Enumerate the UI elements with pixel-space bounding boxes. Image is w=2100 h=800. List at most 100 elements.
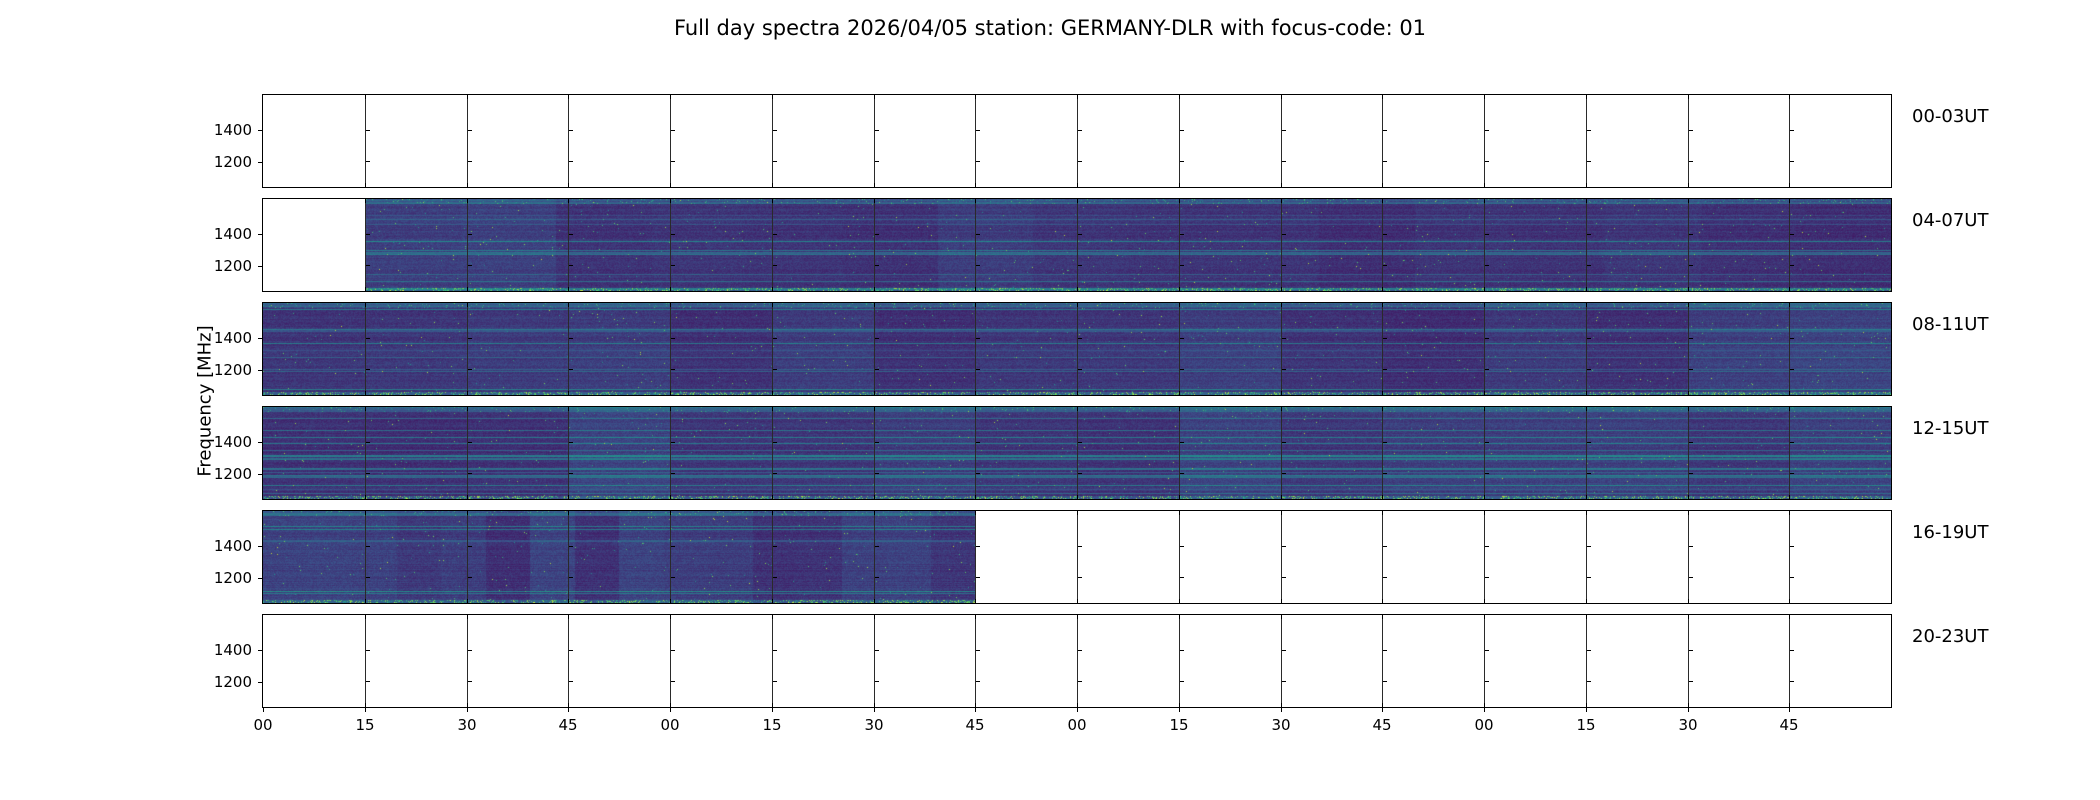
- segment-gridline: [365, 95, 366, 187]
- y-tick-mark: [258, 650, 262, 651]
- segment-gridline: [1688, 303, 1689, 395]
- y-tick-mark-inner: [1587, 473, 1591, 474]
- y-tick-mark-inner: [468, 546, 472, 547]
- y-tick-mark-inner: [468, 130, 472, 131]
- spectra-panel: [262, 302, 1892, 396]
- x-tick-mark-inner: [1586, 303, 1587, 307]
- x-tick-mark-inner: [1077, 703, 1078, 707]
- y-tick-mark-inner: [976, 161, 980, 162]
- segment-gridline: [1789, 303, 1790, 395]
- x-tick-mark-inner: [1688, 95, 1689, 99]
- y-tick-mark-inner: [569, 681, 573, 682]
- segment-gridline: [1484, 95, 1485, 187]
- x-tick-label: 00: [253, 716, 273, 734]
- x-tick-mark-inner: [1789, 703, 1790, 707]
- y-tick-mark-inner: [1282, 369, 1286, 370]
- y-tick-mark-inner: [1485, 546, 1489, 547]
- x-tick-mark: [1077, 708, 1078, 712]
- x-tick-label: 00: [1067, 716, 1087, 734]
- x-tick-mark-inner: [568, 391, 569, 395]
- x-tick-label: 15: [1576, 716, 1596, 734]
- x-tick-mark-inner: [1688, 495, 1689, 499]
- x-tick-mark-inner: [772, 391, 773, 395]
- y-tick-mark-inner: [366, 265, 370, 266]
- x-tick-mark-inner: [670, 511, 671, 515]
- segment-gridline: [365, 511, 366, 603]
- y-tick-mark-inner: [569, 442, 573, 443]
- x-tick-mark-inner: [1382, 199, 1383, 203]
- x-tick-mark-inner: [365, 495, 366, 499]
- y-tick-mark-inner: [569, 265, 573, 266]
- y-tick-mark-inner: [773, 161, 777, 162]
- y-tick-mark-inner: [773, 234, 777, 235]
- y-tick-mark-inner: [976, 130, 980, 131]
- x-tick-mark-inner: [874, 303, 875, 307]
- segment-gridline: [467, 303, 468, 395]
- x-tick-mark-inner: [670, 703, 671, 707]
- y-tick-mark-inner: [1078, 650, 1082, 651]
- x-tick-mark-inner: [1586, 511, 1587, 515]
- y-tick-mark-inner: [366, 369, 370, 370]
- y-tick-mark-inner: [976, 369, 980, 370]
- y-tick-mark-inner: [1180, 473, 1184, 474]
- segment-gridline: [874, 407, 875, 499]
- y-tick-mark-inner: [468, 650, 472, 651]
- y-tick-mark-inner: [671, 130, 675, 131]
- x-tick-mark-inner: [365, 703, 366, 707]
- segment-gridline: [1688, 199, 1689, 291]
- y-tick-mark-inner: [875, 650, 879, 651]
- x-tick-mark-inner: [1789, 615, 1790, 619]
- x-tick-mark-inner: [467, 495, 468, 499]
- y-tick-mark-inner: [1180, 546, 1184, 547]
- y-tick-mark-inner: [1383, 265, 1387, 266]
- segment-gridline: [1382, 615, 1383, 707]
- y-tick-mark-inner: [875, 577, 879, 578]
- spectra-panel: [262, 406, 1892, 500]
- x-tick-mark: [263, 708, 264, 712]
- x-tick-mark-inner: [365, 615, 366, 619]
- x-tick-mark-inner: [568, 495, 569, 499]
- segment-gridline: [1077, 511, 1078, 603]
- y-tick-mark-inner: [773, 369, 777, 370]
- y-tick-mark-inner: [976, 650, 980, 651]
- segment-gridline: [1484, 615, 1485, 707]
- x-tick-mark-inner: [568, 511, 569, 515]
- segment-gridline: [1382, 199, 1383, 291]
- y-tick-mark-inner: [1790, 650, 1794, 651]
- segment-gridline: [1281, 511, 1282, 603]
- x-tick-mark-inner: [1281, 511, 1282, 515]
- segment-gridline: [467, 199, 468, 291]
- x-tick-mark-inner: [1688, 511, 1689, 515]
- y-tick-mark-inner: [773, 265, 777, 266]
- y-tick-mark-inner: [1587, 234, 1591, 235]
- spectra-panel: [262, 198, 1892, 292]
- y-tick-mark-inner: [773, 338, 777, 339]
- x-tick-mark-inner: [975, 703, 976, 707]
- x-tick-mark-inner: [467, 599, 468, 603]
- y-tick-mark-inner: [773, 473, 777, 474]
- x-tick-mark-inner: [874, 391, 875, 395]
- x-tick-mark-inner: [1179, 287, 1180, 291]
- y-tick-mark-inner: [1180, 161, 1184, 162]
- y-tick-mark: [258, 162, 262, 163]
- y-tick-mark-inner: [569, 338, 573, 339]
- y-tick-mark-inner: [1587, 650, 1591, 651]
- segment-gridline: [1688, 407, 1689, 499]
- y-tick-mark-inner: [1689, 265, 1693, 266]
- x-tick-mark-inner: [1179, 183, 1180, 187]
- x-tick-mark: [1484, 708, 1485, 712]
- y-tick-mark-inner: [1689, 577, 1693, 578]
- x-tick-mark-inner: [1077, 495, 1078, 499]
- x-tick-mark-inner: [1586, 287, 1587, 291]
- x-tick-mark-inner: [670, 303, 671, 307]
- y-tick-mark-inner: [976, 473, 980, 474]
- x-tick-mark: [772, 708, 773, 712]
- y-tick-mark: [258, 130, 262, 131]
- x-tick-mark: [975, 708, 976, 712]
- x-tick-mark-inner: [1179, 495, 1180, 499]
- segment-gridline: [670, 407, 671, 499]
- x-tick-mark-inner: [1382, 183, 1383, 187]
- y-tick-mark-inner: [569, 161, 573, 162]
- x-tick-mark-inner: [1586, 599, 1587, 603]
- x-tick-mark: [1179, 708, 1180, 712]
